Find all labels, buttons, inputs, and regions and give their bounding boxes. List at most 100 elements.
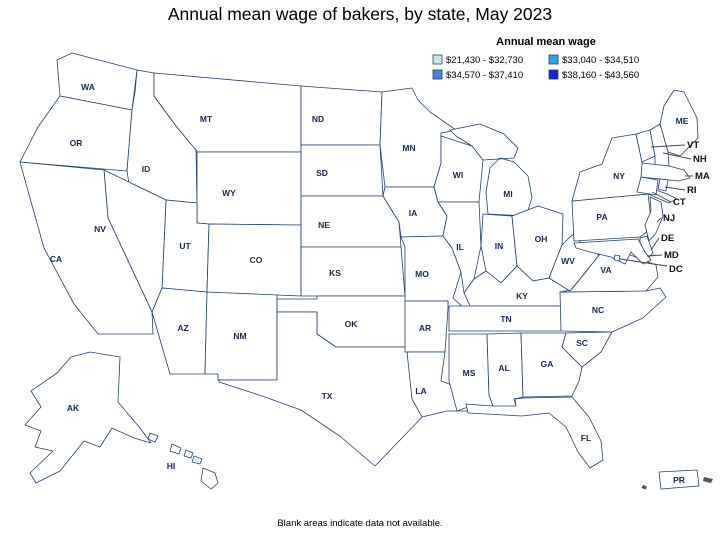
state-label-la: LA	[415, 386, 426, 396]
state-il	[437, 201, 482, 294]
leader-labels: VT NH MA RI CT NJ DE MD DC	[661, 140, 710, 275]
island-speck-right	[703, 477, 713, 483]
state-ca	[19, 161, 154, 335]
legend: Annual mean wage $21,430 - $32,730 $33,0…	[432, 36, 639, 81]
state-label-nm: NM	[233, 331, 246, 341]
state-ct	[636, 176, 659, 196]
state-label-dc: DC	[669, 264, 683, 275]
state-ne	[300, 195, 402, 248]
state-label-vt: VT	[687, 140, 699, 151]
state-fl	[465, 396, 604, 469]
state-label-sc: SC	[576, 338, 588, 348]
state-sd	[300, 144, 384, 197]
state-label-ca: CA	[50, 254, 62, 264]
state-label-wa: WA	[81, 82, 95, 92]
state-label-hi: HI	[167, 461, 176, 471]
legend-swatch-bin1	[548, 54, 559, 65]
legend-swatch-bin3	[548, 69, 559, 80]
legend-swatch-bin2	[432, 69, 443, 80]
leader-vt	[650, 144, 686, 148]
state-wa	[56, 52, 138, 111]
state-label-fl: FL	[581, 433, 591, 443]
state-az	[151, 287, 208, 375]
state-label-nj: NJ	[663, 213, 675, 224]
leader-nh	[662, 152, 692, 160]
state-ak	[24, 351, 152, 484]
state-label-pr: PR	[673, 475, 685, 485]
state-label-co: CO	[250, 255, 263, 265]
state-label-wv: WV	[561, 256, 575, 266]
legend-label-bin0: $21,430 - $32,730	[446, 55, 523, 66]
state-label-ne: NE	[318, 220, 330, 230]
state-label-ct: CT	[673, 197, 686, 208]
state-label-md: MD	[664, 250, 679, 261]
state-label-de: DE	[661, 233, 674, 244]
state-label-al: AL	[498, 363, 509, 373]
state-label-mi: MI	[503, 189, 512, 199]
state-nc	[559, 287, 667, 333]
legend-label-bin2: $34,570 - $37,410	[446, 70, 523, 81]
leader-dc	[619, 258, 668, 267]
state-label-ga: GA	[541, 359, 554, 369]
state-label-ky: KY	[516, 291, 528, 301]
state-label-tx: TX	[322, 391, 333, 401]
state-me	[659, 89, 699, 157]
leader-lines	[619, 144, 693, 267]
state-label-mt: MT	[200, 114, 213, 124]
state-ar	[404, 300, 449, 353]
state-label-ak: AK	[67, 403, 80, 413]
state-label-nc: NC	[592, 305, 604, 315]
leader-ct	[651, 191, 672, 203]
state-label-oh: OH	[535, 234, 548, 244]
state-label-az: AZ	[177, 323, 188, 333]
state-mi	[449, 123, 533, 217]
state-mn	[379, 87, 457, 188]
states-layer	[19, 52, 700, 490]
state-hi	[147, 432, 219, 490]
state-label-or: OR	[70, 138, 83, 148]
legend-label-bin3: $38,160 - $43,560	[562, 70, 639, 81]
state-label-ri: RI	[687, 185, 697, 196]
island-speck-left	[641, 485, 647, 490]
state-dc	[613, 254, 621, 262]
state-wy	[196, 151, 302, 226]
state-label-ar: AR	[419, 323, 431, 333]
state-nj	[644, 196, 664, 242]
state-label-ks: KS	[329, 268, 341, 278]
state-labels: WA OR CA NV ID MT WY UT CO AZ NM ND SD N…	[50, 82, 689, 485]
state-or	[19, 95, 133, 172]
state-label-ma: MA	[695, 171, 710, 182]
leader-md	[646, 254, 663, 257]
state-label-va: VA	[600, 265, 611, 275]
state-label-tn: TN	[500, 314, 511, 324]
leader-de	[650, 237, 660, 251]
state-label-mn: MN	[402, 143, 415, 153]
state-label-nd: ND	[312, 114, 324, 124]
page-title: Annual mean wage of bakers, by state, Ma…	[168, 4, 552, 24]
legend-swatch-bin0	[432, 54, 443, 65]
state-md	[573, 238, 652, 265]
state-label-id: ID	[142, 164, 151, 174]
state-label-nh: NH	[693, 154, 707, 165]
footnote: Blank areas indicate data not available.	[277, 518, 442, 529]
leader-ri	[664, 186, 686, 191]
state-label-ms: MS	[463, 368, 476, 378]
state-label-sd: SD	[316, 168, 328, 178]
state-label-pa: PA	[596, 212, 607, 222]
state-label-in: IN	[495, 241, 504, 251]
state-label-ia: IA	[409, 208, 418, 218]
state-label-nv: NV	[94, 224, 106, 234]
legend-label-bin1: $33,040 - $34,510	[562, 55, 639, 66]
state-pa	[571, 193, 653, 242]
state-label-ok: OK	[345, 319, 359, 329]
state-ri	[657, 178, 669, 192]
state-label-il: IL	[456, 242, 464, 252]
legend-title: Annual mean wage	[496, 36, 596, 48]
leader-nj	[656, 217, 662, 223]
state-tx	[218, 311, 428, 467]
state-ks	[300, 246, 406, 297]
state-label-ut: UT	[179, 241, 191, 251]
state-pr	[658, 469, 700, 490]
